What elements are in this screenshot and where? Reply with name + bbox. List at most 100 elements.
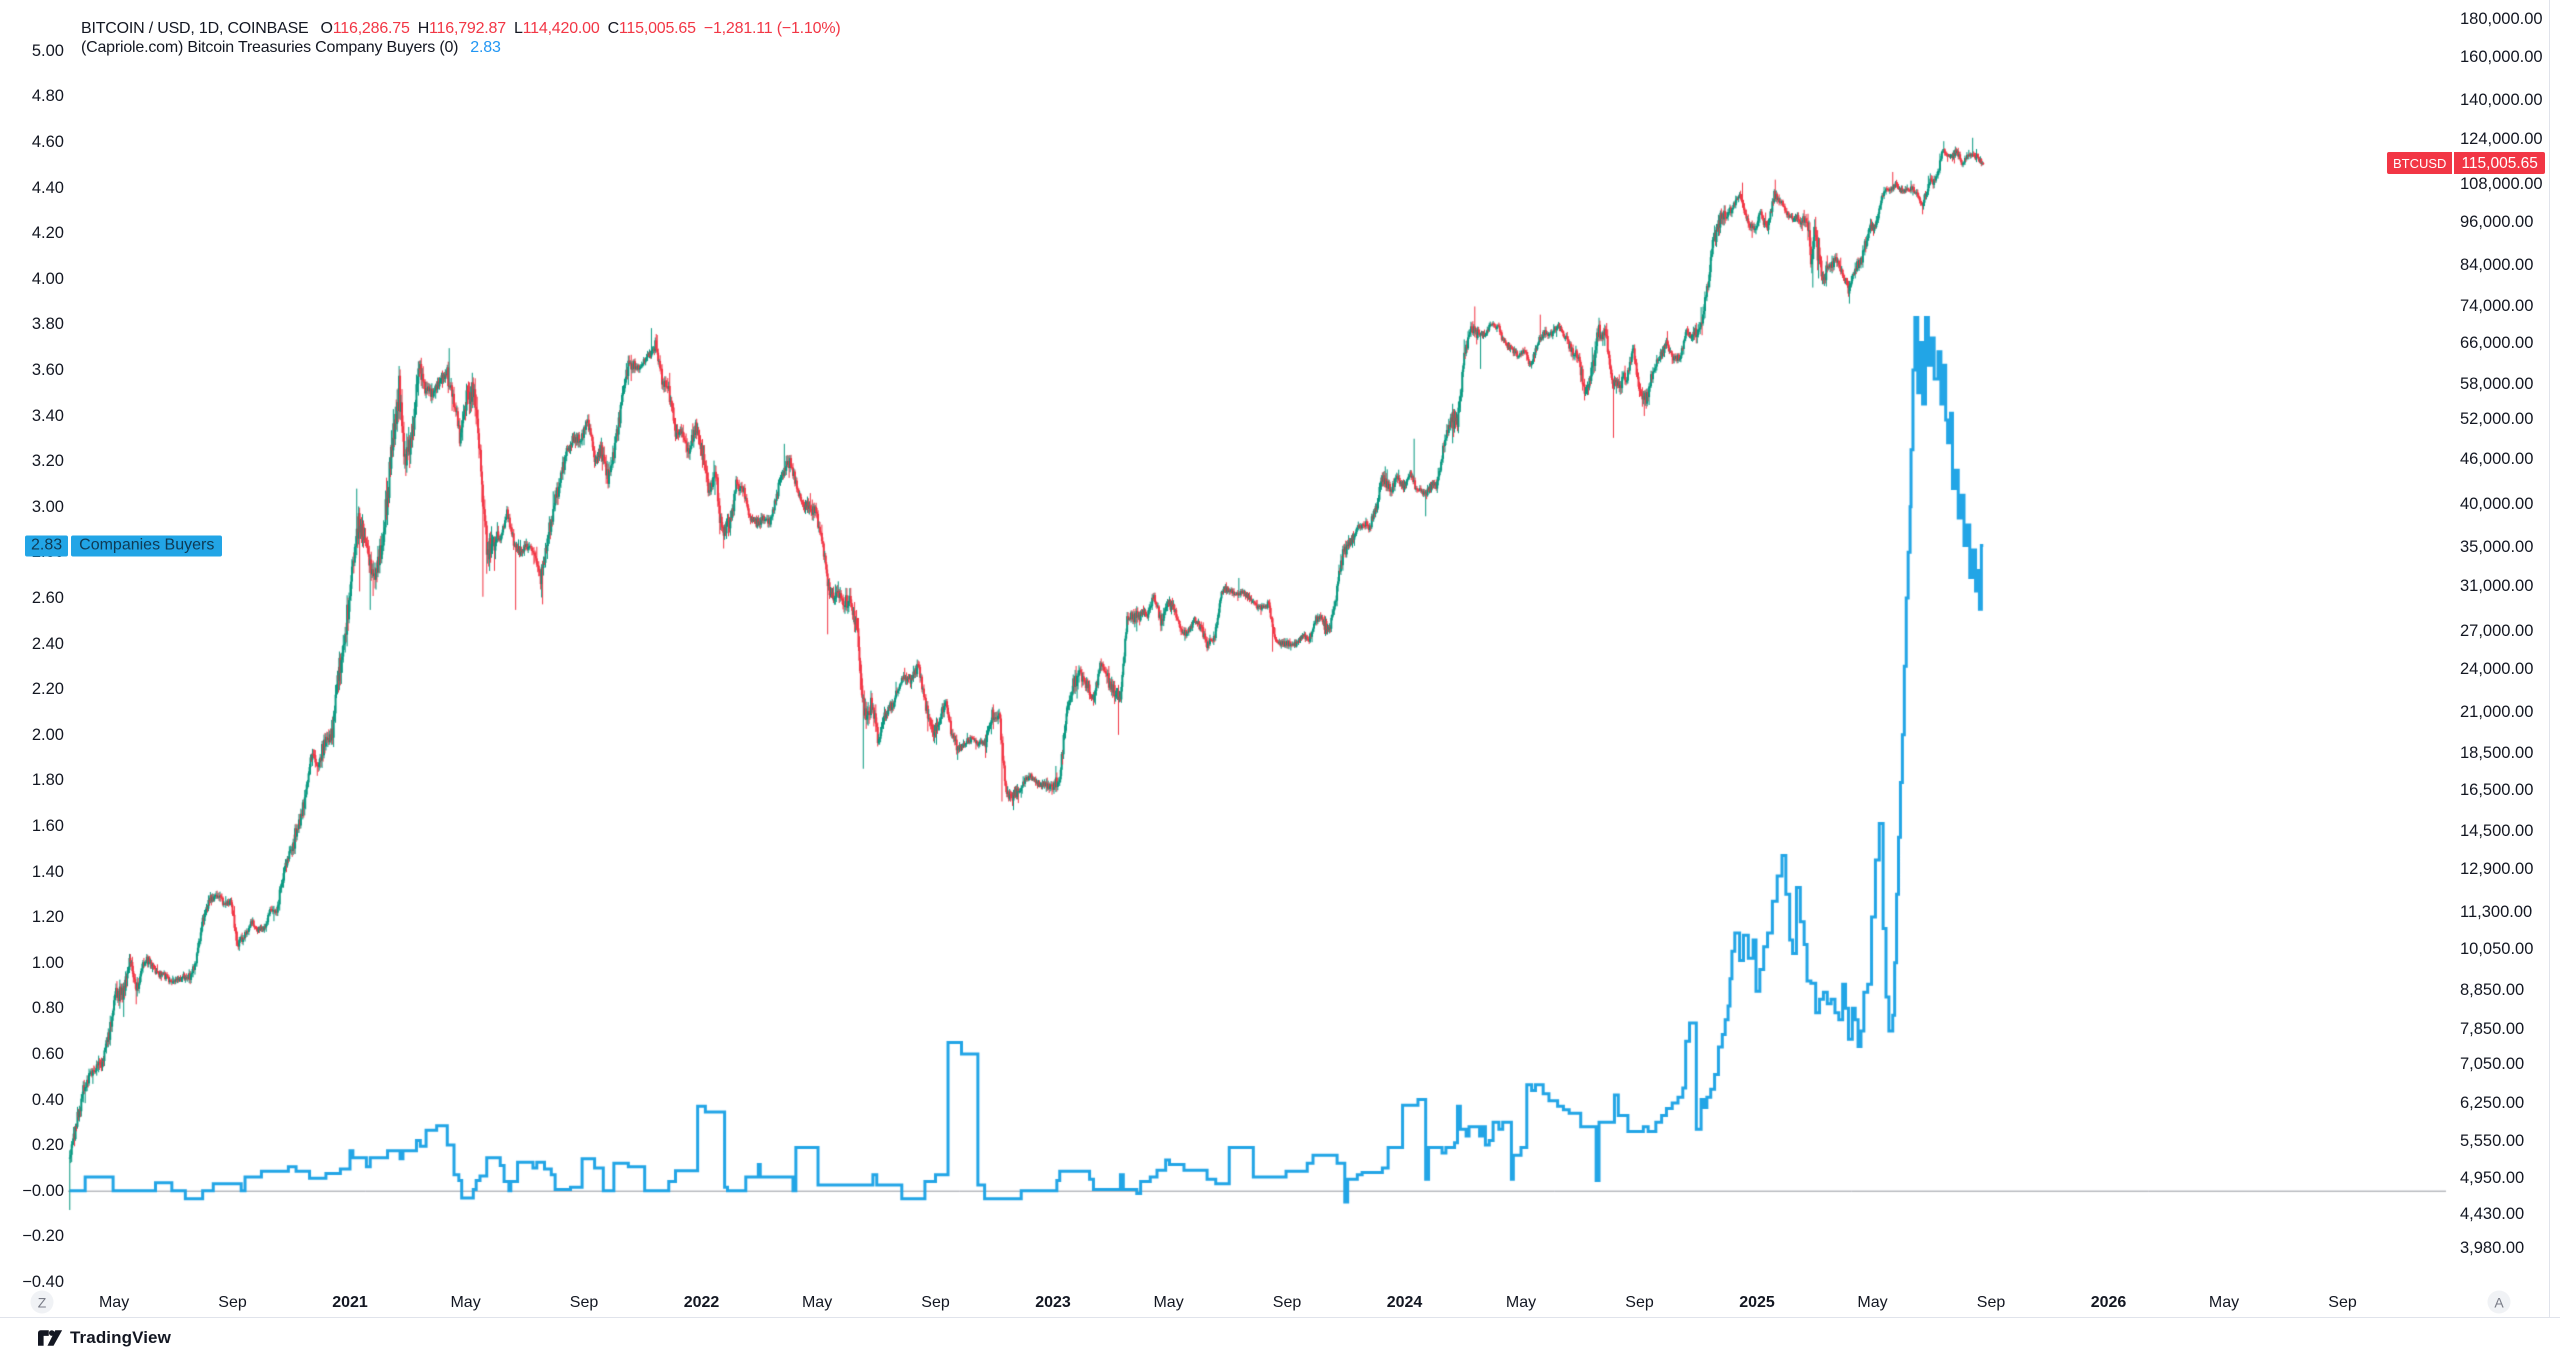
ohlc-token: H116,792.87 bbox=[417, 20, 506, 37]
indicator-scale-tick: 4.20 bbox=[31, 223, 64, 242]
price-scale-tick: 10,050.00 bbox=[2460, 940, 2534, 959]
price-scale-tick: 31,000.00 bbox=[2460, 576, 2534, 595]
price-scale-tick: 140,000.00 bbox=[2460, 90, 2543, 109]
time-scale-label: 2021 bbox=[332, 1293, 368, 1311]
price-scale-tick: 18,500.00 bbox=[2460, 743, 2534, 762]
time-scale-label: May bbox=[1505, 1293, 1537, 1311]
price-scale-tick: 21,000.00 bbox=[2460, 702, 2534, 721]
price-label-value: 115,005.65 bbox=[2454, 152, 2545, 175]
indicator-scale-tick: 4.60 bbox=[31, 132, 64, 151]
indicator-scale-tick: 0.60 bbox=[31, 1044, 64, 1063]
price-label-symbol: BTCUSD bbox=[2387, 152, 2453, 175]
price-scale-tick: 108,000.00 bbox=[2460, 174, 2543, 193]
indicator-scale-tick: 2.00 bbox=[31, 725, 64, 744]
price-scale-tick: 5,550.00 bbox=[2460, 1131, 2525, 1150]
ohlc-token: L114,420.00 bbox=[513, 20, 600, 37]
change-value: −1,281.11 (−1.10%) bbox=[703, 20, 841, 37]
time-scale-label: May bbox=[801, 1293, 833, 1311]
indicator-scale-tick: 3.20 bbox=[31, 451, 64, 470]
price-scale-tick: 58,000.00 bbox=[2460, 374, 2534, 393]
tradingview-attribution[interactable]: TradingView bbox=[38, 1328, 171, 1348]
price-scale-tick: 84,000.00 bbox=[2460, 255, 2534, 274]
price-last-value-label: BTCUSD 115,005.65 bbox=[2387, 152, 2545, 175]
indicator-scale-tick: −0.20 bbox=[22, 1227, 64, 1246]
indicator-last-value: 2.83 bbox=[25, 535, 69, 556]
price-scale-tick: 12,900.00 bbox=[2460, 859, 2534, 878]
tradingview-logo-icon bbox=[38, 1329, 63, 1346]
indicator-title[interactable]: (Capriole.com) Bitcoin Treasuries Compan… bbox=[81, 39, 459, 56]
symbol-title[interactable]: BITCOIN / USD, 1D, COINBASE bbox=[81, 20, 309, 37]
ohlc-values: O116,286.75 H116,792.87 L114,420.00 C115,00… bbox=[321, 19, 704, 38]
indicator-scale-tick: 4.80 bbox=[31, 87, 64, 106]
indicator-scale-tick: 3.60 bbox=[31, 360, 64, 379]
legend: BITCOIN / USD, 1D, COINBASE O116,286.75 H… bbox=[81, 19, 841, 57]
time-scale-label: Sep bbox=[218, 1293, 247, 1311]
price-scale-tick: 74,000.00 bbox=[2460, 296, 2534, 315]
price-scale-tick: 46,000.00 bbox=[2460, 449, 2534, 468]
indicator-scale-tick: 1.40 bbox=[31, 862, 64, 881]
price-scale-tick: 96,000.00 bbox=[2460, 212, 2534, 231]
price-scale-tick: 24,000.00 bbox=[2460, 659, 2534, 678]
footer-separator bbox=[0, 1317, 2560, 1318]
legend-main-row: BITCOIN / USD, 1D, COINBASE O116,286.75 H… bbox=[81, 19, 841, 38]
indicator-scale-tick: 0.20 bbox=[31, 1135, 64, 1154]
time-scale-label: May bbox=[2208, 1293, 2240, 1311]
time-scale-label: 2025 bbox=[1739, 1293, 1775, 1311]
time-scale-label: Sep bbox=[1272, 1293, 1302, 1311]
price-scale-tick: 40,000.00 bbox=[2460, 494, 2534, 513]
indicator-scale-tick: 5.00 bbox=[31, 41, 64, 60]
price-scale-tick: 160,000.00 bbox=[2460, 47, 2543, 66]
price-scale-tick: 11,300.00 bbox=[2460, 902, 2533, 921]
scroll-left-hotkey-chip[interactable]: Z bbox=[30, 1290, 54, 1314]
indicator-scale-tick: 3.00 bbox=[31, 497, 64, 516]
indicator-scale-tick: 1.80 bbox=[31, 771, 64, 790]
indicator-scale-tick: 3.40 bbox=[31, 406, 64, 425]
indicator-scale-tick: 2.40 bbox=[31, 634, 64, 653]
indicator-scale-tick: 2.60 bbox=[31, 588, 64, 607]
indicator-scale-tick: 1.20 bbox=[31, 907, 64, 926]
indicator-scale-tick: 1.00 bbox=[31, 953, 64, 972]
time-scale-label: Sep bbox=[1625, 1293, 1654, 1311]
indicator-scale-tick: 2.20 bbox=[31, 679, 64, 698]
indicator-scale-tick: 3.80 bbox=[31, 315, 64, 334]
price-scale-tick: 180,000.00 bbox=[2460, 9, 2543, 28]
price-scale-tick: 7,850.00 bbox=[2460, 1019, 2525, 1038]
ohlc-token: O116,286.75 bbox=[320, 20, 410, 37]
tradingview-brand-text: TradingView bbox=[70, 1327, 171, 1347]
right-edge-border bbox=[2549, 0, 2550, 1317]
time-scale-label: May bbox=[450, 1293, 481, 1311]
price-scale-tick: 66,000.00 bbox=[2460, 333, 2534, 352]
price-scale-tick: 7,050.00 bbox=[2460, 1054, 2525, 1073]
price-scale-tick: 3,980.00 bbox=[2460, 1238, 2525, 1257]
indicator-scale-tick: −0.00 bbox=[22, 1181, 64, 1200]
time-scale-label: May bbox=[98, 1293, 130, 1311]
indicator-name-label: Companies Buyers bbox=[71, 535, 223, 556]
time-scale-label: 2022 bbox=[683, 1293, 720, 1311]
price-scale-tick: 4,430.00 bbox=[2460, 1204, 2525, 1223]
indicator-value: 2.83 bbox=[470, 39, 501, 56]
price-scale-tick: 6,250.00 bbox=[2460, 1093, 2525, 1112]
price-scale-tick: 35,000.00 bbox=[2460, 537, 2534, 556]
price-scale-tick: 52,000.00 bbox=[2460, 410, 2534, 429]
price-scale-tick: 4,950.00 bbox=[2460, 1168, 2525, 1187]
indicator-last-value-label: 2.83 Companies Buyers bbox=[25, 535, 223, 556]
time-scale-label: 2024 bbox=[1386, 1293, 1423, 1311]
time-scale-label: Sep bbox=[2328, 1293, 2357, 1311]
indicator-scale-tick: −0.40 bbox=[22, 1272, 64, 1291]
indicator-scale-tick: 4.40 bbox=[31, 178, 64, 197]
time-scale-label: Sep bbox=[921, 1293, 950, 1311]
indicator-scale-tick: 0.80 bbox=[31, 999, 64, 1018]
time-scale-label: 2026 bbox=[2090, 1293, 2127, 1311]
price-scale-tick: 8,850.00 bbox=[2460, 981, 2525, 1000]
time-scale-label: 2023 bbox=[1035, 1293, 1071, 1311]
legend-indicator-row: (Capriole.com) Bitcoin Treasuries Compan… bbox=[81, 38, 840, 57]
price-scale-tick: 124,000.00 bbox=[2460, 129, 2543, 148]
price-scale-tick: 14,500.00 bbox=[2460, 821, 2534, 840]
time-scale-label: Sep bbox=[1976, 1293, 2006, 1311]
indicator-scale-tick: 0.40 bbox=[31, 1090, 64, 1109]
auto-scale-hotkey-chip[interactable]: A bbox=[2487, 1290, 2511, 1314]
time-scale-label: May bbox=[1153, 1293, 1184, 1311]
price-scale-tick: 16,500.00 bbox=[2460, 780, 2534, 799]
